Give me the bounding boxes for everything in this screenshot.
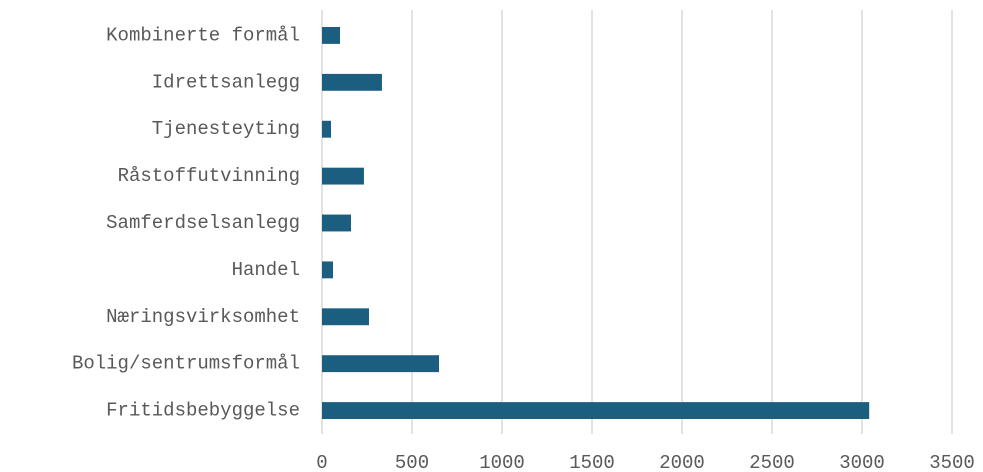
bar	[322, 73, 382, 91]
y-tick-label: Tjenesteyting	[152, 118, 300, 140]
bar	[322, 214, 351, 232]
bar	[322, 355, 439, 373]
x-tick-label: 1500	[569, 452, 615, 472]
y-tick-label: Idrettsanlegg	[152, 71, 300, 93]
bar	[322, 120, 331, 138]
bar	[322, 402, 870, 419]
x-tick-label: 3000	[839, 452, 885, 472]
x-tick-label: 1000	[479, 452, 525, 472]
x-tick-label: 500	[395, 452, 429, 472]
y-tick-label: Næringsvirksomhet	[106, 306, 300, 328]
bar	[322, 27, 340, 44]
bar	[322, 261, 333, 279]
x-tick-label: 2000	[659, 452, 705, 472]
y-tick-label: Fritidsbebyggelse	[106, 400, 300, 422]
y-tick-label: Kombinerte formål	[106, 24, 300, 46]
bar	[322, 167, 364, 185]
x-tick-label: 3500	[929, 452, 975, 472]
y-tick-label: Samferdselsanlegg	[106, 212, 300, 234]
y-tick-label: Råstoffutvinning	[118, 165, 300, 187]
x-tick-label: 0	[316, 452, 327, 472]
x-tick-label: 2500	[749, 452, 795, 472]
y-tick-label: Handel	[232, 259, 300, 281]
y-tick-label: Bolig/sentrumsformål	[72, 353, 300, 375]
bar	[322, 308, 369, 326]
